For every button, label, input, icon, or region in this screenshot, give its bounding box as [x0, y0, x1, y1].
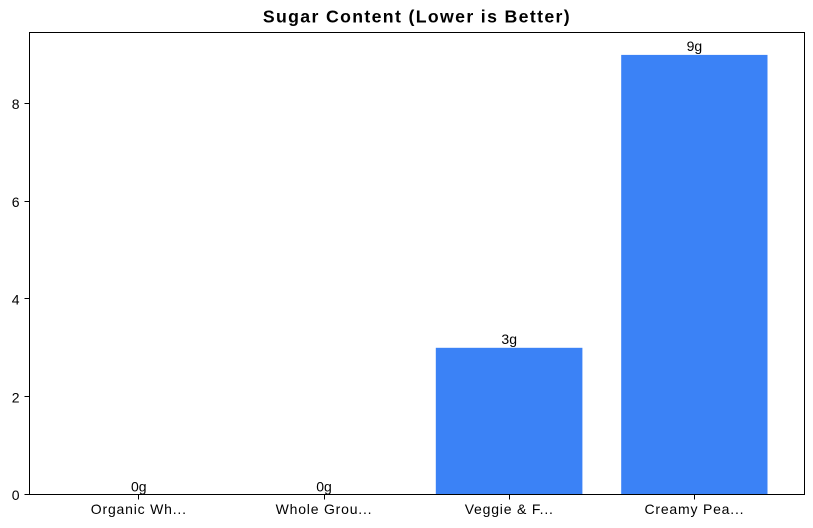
svg-text:8: 8 — [12, 96, 20, 112]
svg-text:Veggie & F...: Veggie & F... — [465, 501, 554, 517]
svg-text:2: 2 — [12, 389, 20, 405]
svg-text:Sugar Content (Lower is Better: Sugar Content (Lower is Better) — [263, 6, 571, 26]
svg-text:Organic Wh...: Organic Wh... — [91, 501, 187, 517]
svg-text:9g: 9g — [687, 38, 703, 54]
svg-text:3g: 3g — [501, 331, 517, 347]
svg-text:0g: 0g — [131, 478, 147, 494]
svg-text:Whole Grou...: Whole Grou... — [276, 501, 373, 517]
svg-text:0: 0 — [12, 487, 20, 503]
svg-text:6: 6 — [12, 194, 20, 210]
svg-text:0g: 0g — [316, 478, 332, 494]
svg-text:Creamy Pea...: Creamy Pea... — [644, 501, 744, 517]
svg-text:4: 4 — [12, 292, 20, 308]
